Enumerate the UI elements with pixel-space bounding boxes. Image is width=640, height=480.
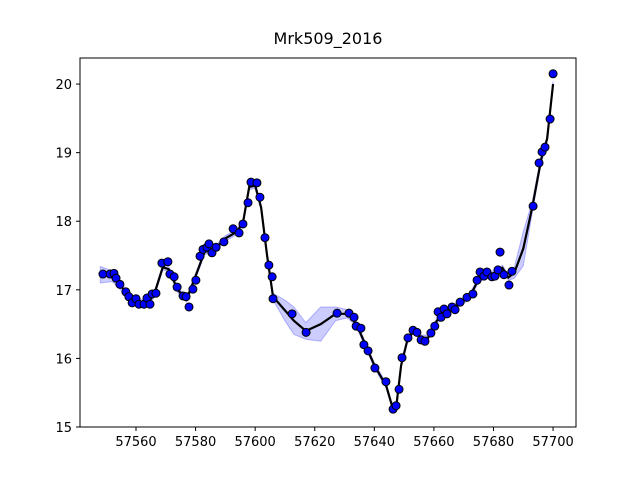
data-point — [504, 280, 514, 290]
data-point — [381, 377, 391, 387]
data-point — [426, 328, 436, 338]
x-tick-label: 57600 — [234, 435, 275, 450]
data-point — [420, 336, 430, 346]
data-point — [499, 270, 509, 280]
data-point — [151, 288, 161, 298]
data-point — [391, 401, 401, 411]
data-point — [264, 260, 274, 270]
data-point — [260, 233, 270, 243]
data-point — [238, 219, 248, 229]
x-tick-label: 57700 — [532, 435, 573, 450]
data-point — [450, 305, 460, 315]
data-point — [204, 239, 214, 249]
x-tick-label: 57580 — [175, 435, 216, 450]
data-point — [472, 275, 482, 285]
data-point — [255, 192, 265, 202]
data-point — [534, 158, 544, 168]
data-point — [545, 114, 555, 124]
y-tick-label: 20 — [55, 78, 72, 93]
data-point — [359, 340, 369, 350]
data-point — [267, 272, 277, 282]
data-point — [493, 265, 503, 275]
data-point — [252, 178, 262, 188]
x-tick-label: 57620 — [294, 435, 335, 450]
data-point — [430, 321, 440, 331]
data-point — [268, 294, 278, 304]
axes-frame — [79, 57, 577, 428]
data-point — [234, 228, 244, 238]
data-point — [332, 308, 342, 318]
data-point — [495, 247, 505, 257]
x-tick-label: 57560 — [115, 435, 156, 450]
data-point — [145, 299, 155, 309]
data-point — [287, 309, 297, 319]
data-point — [455, 297, 465, 307]
data-point — [211, 242, 221, 252]
data-point — [349, 312, 359, 322]
data-point — [181, 292, 191, 302]
data-point — [191, 275, 201, 285]
y-tick-label: 18 — [55, 215, 72, 230]
data-point — [548, 69, 558, 79]
y-tick-label: 19 — [55, 147, 72, 162]
data-point — [172, 282, 182, 292]
data-point — [356, 323, 366, 333]
y-tick-label: 16 — [55, 352, 72, 367]
data-point — [169, 272, 179, 282]
x-tick-label: 57660 — [413, 435, 454, 450]
data-point — [163, 257, 173, 267]
data-point — [403, 333, 413, 343]
data-point — [188, 284, 198, 294]
data-point — [442, 309, 452, 319]
data-point — [528, 201, 538, 211]
data-point — [468, 289, 478, 299]
chart-title: Mrk509_2016 — [274, 29, 383, 49]
data-point — [243, 198, 253, 208]
data-point — [363, 346, 373, 356]
x-tick-label: 57680 — [473, 435, 514, 450]
data-point — [219, 237, 229, 247]
data-point — [370, 363, 380, 373]
data-point — [397, 353, 407, 363]
data-point — [412, 327, 422, 337]
data-point — [115, 279, 125, 289]
data-point — [394, 384, 404, 394]
data-point — [301, 327, 311, 337]
y-tick-label: 17 — [55, 284, 72, 299]
data-point — [507, 266, 517, 276]
y-tick-label: 15 — [55, 421, 72, 436]
x-tick-label: 57640 — [354, 435, 395, 450]
data-point — [540, 142, 550, 152]
data-point — [184, 302, 194, 312]
